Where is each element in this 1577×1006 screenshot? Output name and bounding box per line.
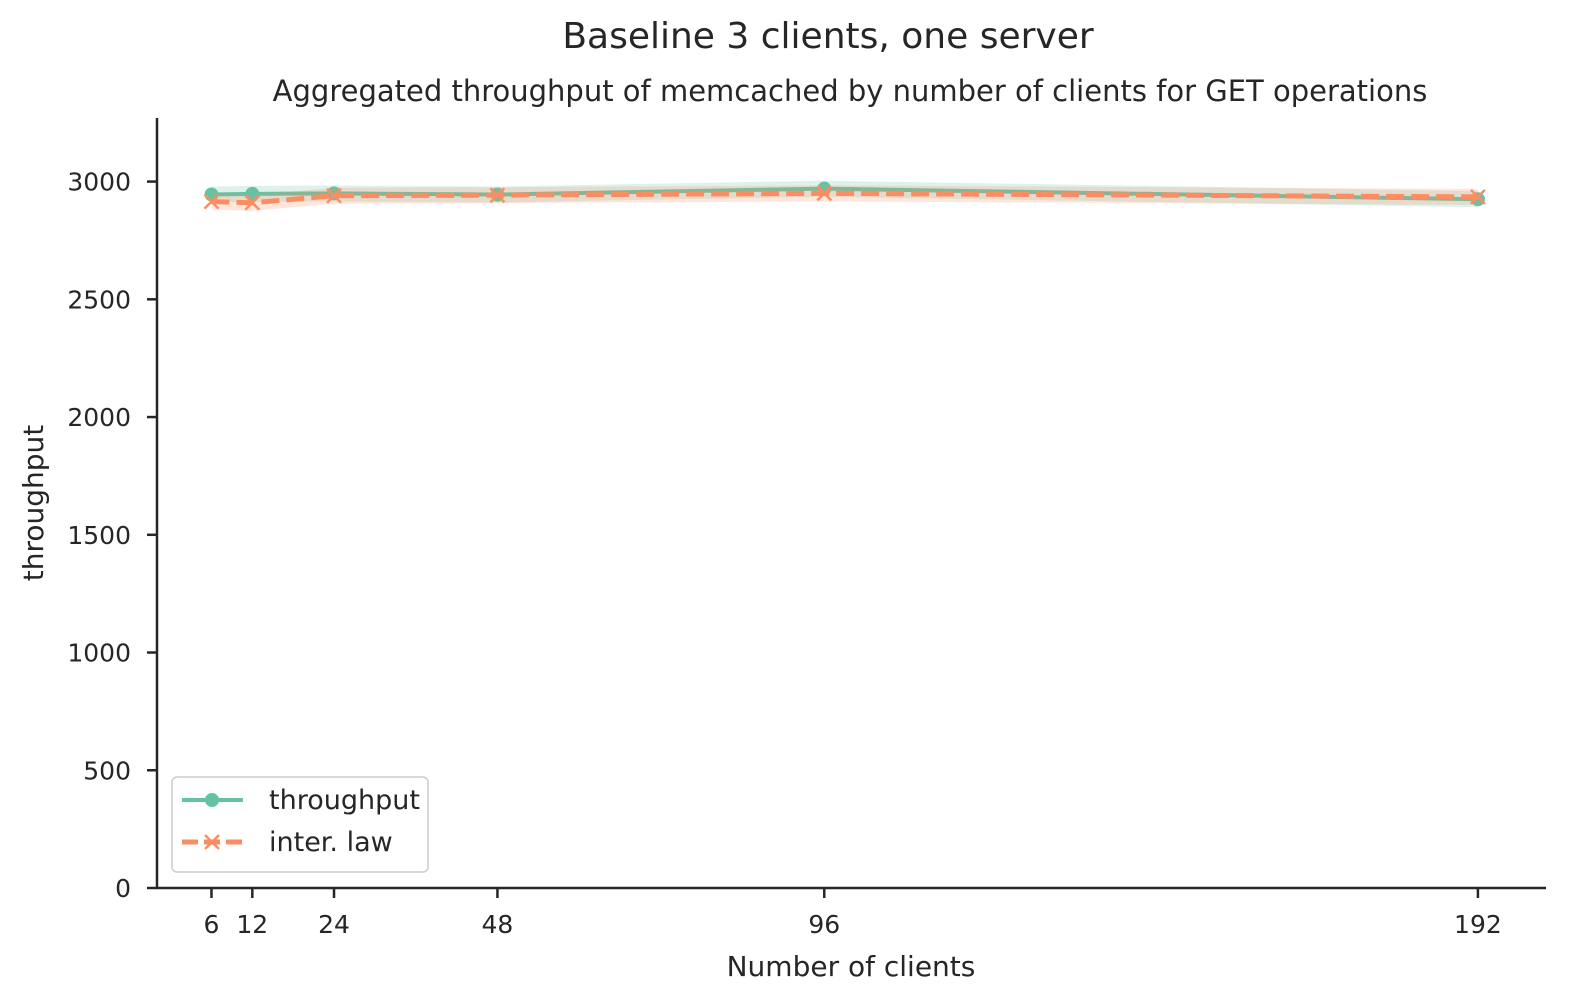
y-tick-label: 0 bbox=[115, 874, 131, 903]
series-inter-law-line bbox=[211, 190, 1478, 206]
series-inter-law-band bbox=[211, 185, 1478, 211]
series-inter-law-point bbox=[326, 187, 342, 204]
series-inter-law-point bbox=[489, 187, 506, 204]
x-tick-label: 6 bbox=[204, 910, 220, 939]
legend-item-inter-law: inter. law bbox=[182, 827, 393, 858]
series-inter-law-point bbox=[203, 193, 220, 210]
series-inter-law-point bbox=[816, 185, 833, 202]
x-axis-label: Number of clients bbox=[727, 950, 976, 983]
chart-title: Baseline 3 clients, one server bbox=[562, 16, 1094, 57]
legend-label: throughput bbox=[269, 785, 420, 816]
series-layer bbox=[203, 180, 1486, 211]
chart-subtitle: Aggregated throughput of memcached by nu… bbox=[273, 74, 1428, 108]
legend-label: inter. law bbox=[269, 827, 393, 858]
series-inter-law-point bbox=[244, 194, 261, 211]
y-tick-label: 500 bbox=[83, 756, 131, 785]
series-throughput-point bbox=[245, 186, 260, 201]
y-tick-label: 1500 bbox=[67, 521, 131, 550]
y-tick-label: 1000 bbox=[67, 639, 131, 668]
series-inter-law-point bbox=[1470, 188, 1486, 205]
y-ticks: 0 500 1000 1500 2000 2500 3000 bbox=[67, 168, 157, 903]
x-tick-label: 48 bbox=[482, 910, 514, 939]
x-tick-label: 12 bbox=[236, 910, 268, 939]
x-tick-label: 96 bbox=[808, 910, 840, 939]
x-tick-label: 192 bbox=[1454, 910, 1502, 939]
y-tick-label: 2500 bbox=[67, 285, 131, 314]
plot-area: 0 500 1000 1500 2000 2500 3000 6 12 24 48 96 192 bbox=[67, 118, 1546, 939]
x-tick-label: 24 bbox=[318, 910, 350, 939]
y-tick-label: 2000 bbox=[67, 403, 131, 432]
legend-marker bbox=[205, 793, 219, 807]
x-ticks: 6 12 24 48 96 192 bbox=[204, 888, 1502, 939]
y-axis-label: throughput bbox=[17, 425, 50, 582]
y-tick-label: 3000 bbox=[67, 168, 131, 197]
legend-item-throughput: throughput bbox=[182, 785, 420, 816]
legend: throughput inter. law bbox=[171, 776, 429, 873]
